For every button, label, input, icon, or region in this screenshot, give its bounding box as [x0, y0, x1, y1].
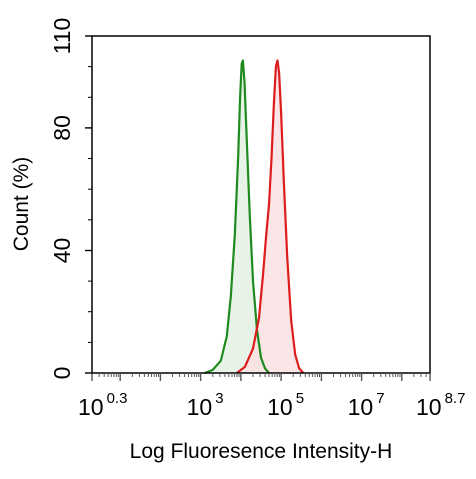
y-tick-label: 40 [49, 238, 75, 264]
y-tick-label: 0 [49, 367, 75, 380]
x-axis-title: Log Fluoresence Intensity-H [130, 440, 393, 463]
x-tick-label: 10 5 [267, 390, 304, 420]
x-tick-label: 10 8.7 [416, 390, 465, 420]
x-tick-label: 10 3 [187, 390, 224, 420]
series-1-line [236, 59, 305, 374]
y-axis-title: Count (%) [10, 157, 33, 252]
x-tick-label: 10 7 [348, 390, 385, 420]
x-tick-label: 10 0.3 [78, 390, 127, 420]
plot-frame [91, 35, 431, 374]
y-tick-label: 80 [49, 115, 75, 141]
series-0-line [204, 59, 270, 375]
series-1-area [236, 60, 304, 373]
y-tick-label: 110 [49, 18, 75, 55]
series-0-area [204, 60, 269, 373]
